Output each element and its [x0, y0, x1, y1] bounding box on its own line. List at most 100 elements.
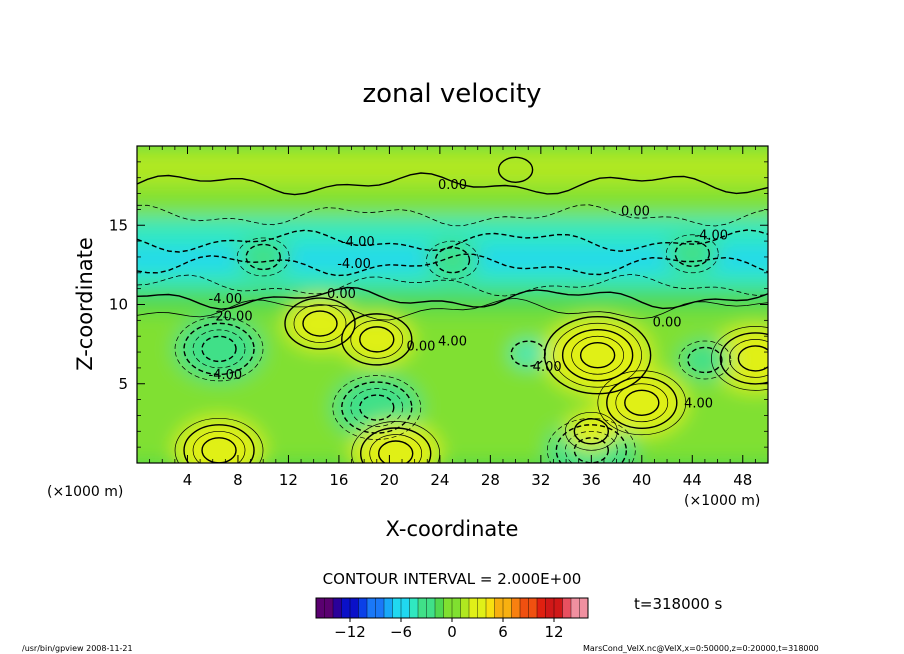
colorbar-segment: [545, 598, 555, 618]
contour-ring: [674, 240, 710, 267]
y-tick-label: 5: [118, 375, 128, 393]
colorbar-segment: [418, 598, 427, 618]
field-blob: [711, 326, 768, 391]
contour-label: -20.00: [211, 309, 253, 324]
colorbar-segment: [562, 598, 572, 618]
footer-right: MarsCond_VelX.nc@VelX,x=0:50000,z=0:2000…: [583, 644, 819, 653]
y-axis: 5 10 15: [109, 161, 768, 448]
contour-ring: [192, 329, 246, 369]
field-blob: [666, 234, 719, 273]
field-band: [137, 185, 768, 218]
colorbar-segment: [443, 598, 453, 618]
contour-line: [137, 172, 768, 196]
colorbar-segment: [469, 598, 478, 618]
contour-label: 0.00: [653, 316, 682, 331]
contour-label: 4.00: [533, 360, 562, 375]
contour-label: 0.00: [327, 287, 356, 302]
contour-label: -4.00: [694, 229, 728, 244]
colorbar-segment: [486, 598, 495, 618]
contour-label: 0.00: [406, 339, 435, 354]
contour-ring: [719, 332, 768, 385]
x-tick-label: 8: [233, 471, 243, 489]
colorbar-segment: [537, 598, 546, 618]
contour-ring: [183, 322, 255, 376]
contour-ring: [183, 424, 255, 463]
x-tick-label: 28: [481, 471, 500, 489]
field-blob: [284, 298, 355, 350]
contour-label: -4.00: [341, 235, 375, 250]
contour-ring: [302, 310, 338, 337]
colorbar-segment: [571, 598, 580, 618]
contour-ring: [555, 424, 628, 463]
contour-label: -4.00: [337, 257, 371, 272]
colorbar-tick-label: 12: [544, 623, 563, 641]
contour-ring: [737, 345, 768, 372]
colorbar-segment: [316, 598, 325, 618]
contour-line: [137, 273, 768, 297]
velocity-field: [137, 146, 768, 463]
contour-ring: [564, 430, 618, 463]
contour-ring: [678, 340, 732, 380]
colorbar-tick-label: 0: [447, 623, 457, 641]
colorbar-segment: [375, 598, 385, 618]
contour-ring: [192, 430, 246, 463]
contour-ring: [665, 234, 719, 274]
contour-line: [137, 297, 768, 321]
colorbar-segment: [401, 598, 410, 618]
contour-ring: [350, 320, 404, 359]
contour-label: 4.00: [684, 397, 713, 412]
colorbar-tick-label: −12: [334, 623, 366, 641]
contour-ring: [573, 418, 610, 445]
contour-label: -4.00: [209, 292, 243, 307]
contour-ring: [359, 394, 395, 421]
x-axis-label: X-coordinate: [386, 517, 519, 541]
x-unit-right: (×1000 m): [684, 493, 760, 509]
x-unit-left: (×1000 m): [47, 484, 123, 500]
contour-ring: [378, 440, 414, 463]
colorbar: −12 −6 0 6 12: [315, 597, 589, 641]
field-blob: [678, 340, 731, 379]
field-blob: [341, 313, 412, 365]
contour-line: [137, 253, 768, 277]
colorbar-segment: [392, 598, 402, 618]
colorbar-segment: [528, 598, 538, 618]
contour-ring: [201, 335, 237, 363]
contour-ring: [360, 427, 432, 463]
y-tick-label: 15: [109, 216, 128, 234]
x-tick-label: 44: [683, 471, 702, 489]
contour-ring: [571, 335, 624, 375]
contour-ring: [561, 329, 634, 382]
contour-label: -4.00: [209, 368, 243, 383]
field-blob: [237, 237, 290, 276]
field-blob: [351, 421, 440, 463]
chart-title: zonal velocity: [362, 79, 541, 109]
contour-ring: [606, 376, 678, 429]
contour-ring: [245, 243, 281, 271]
footer-left: /usr/bin/gpview 2008-11-21: [22, 644, 133, 653]
contour-ring: [510, 340, 546, 367]
time-label: t=318000 s: [634, 595, 722, 613]
colorbar-segment: [554, 598, 563, 618]
field-blob: [175, 316, 264, 381]
colorbar-tick-label: 6: [498, 623, 508, 641]
x-tick-label: 32: [531, 471, 550, 489]
contour-ring: [341, 313, 413, 366]
contour-ring: [174, 316, 264, 382]
contour-ring: [597, 370, 687, 436]
y-axis-label: Z-coordinate: [73, 237, 97, 371]
contour-ring: [687, 346, 723, 374]
x-tick-label: 40: [632, 471, 651, 489]
contour-ring: [341, 381, 413, 434]
contour-lines: [137, 156, 768, 463]
x-tick-label: 16: [329, 471, 348, 489]
contour-ring: [564, 411, 618, 451]
contour-ring: [624, 389, 660, 416]
colorbar-segment: [435, 598, 444, 618]
contour-ring: [351, 421, 441, 463]
field-blob: [175, 418, 264, 463]
x-tick-label: 12: [279, 471, 298, 489]
colorbar-segment: [409, 598, 419, 618]
colorbar-segment: [367, 598, 376, 618]
contour-ring: [369, 434, 423, 463]
